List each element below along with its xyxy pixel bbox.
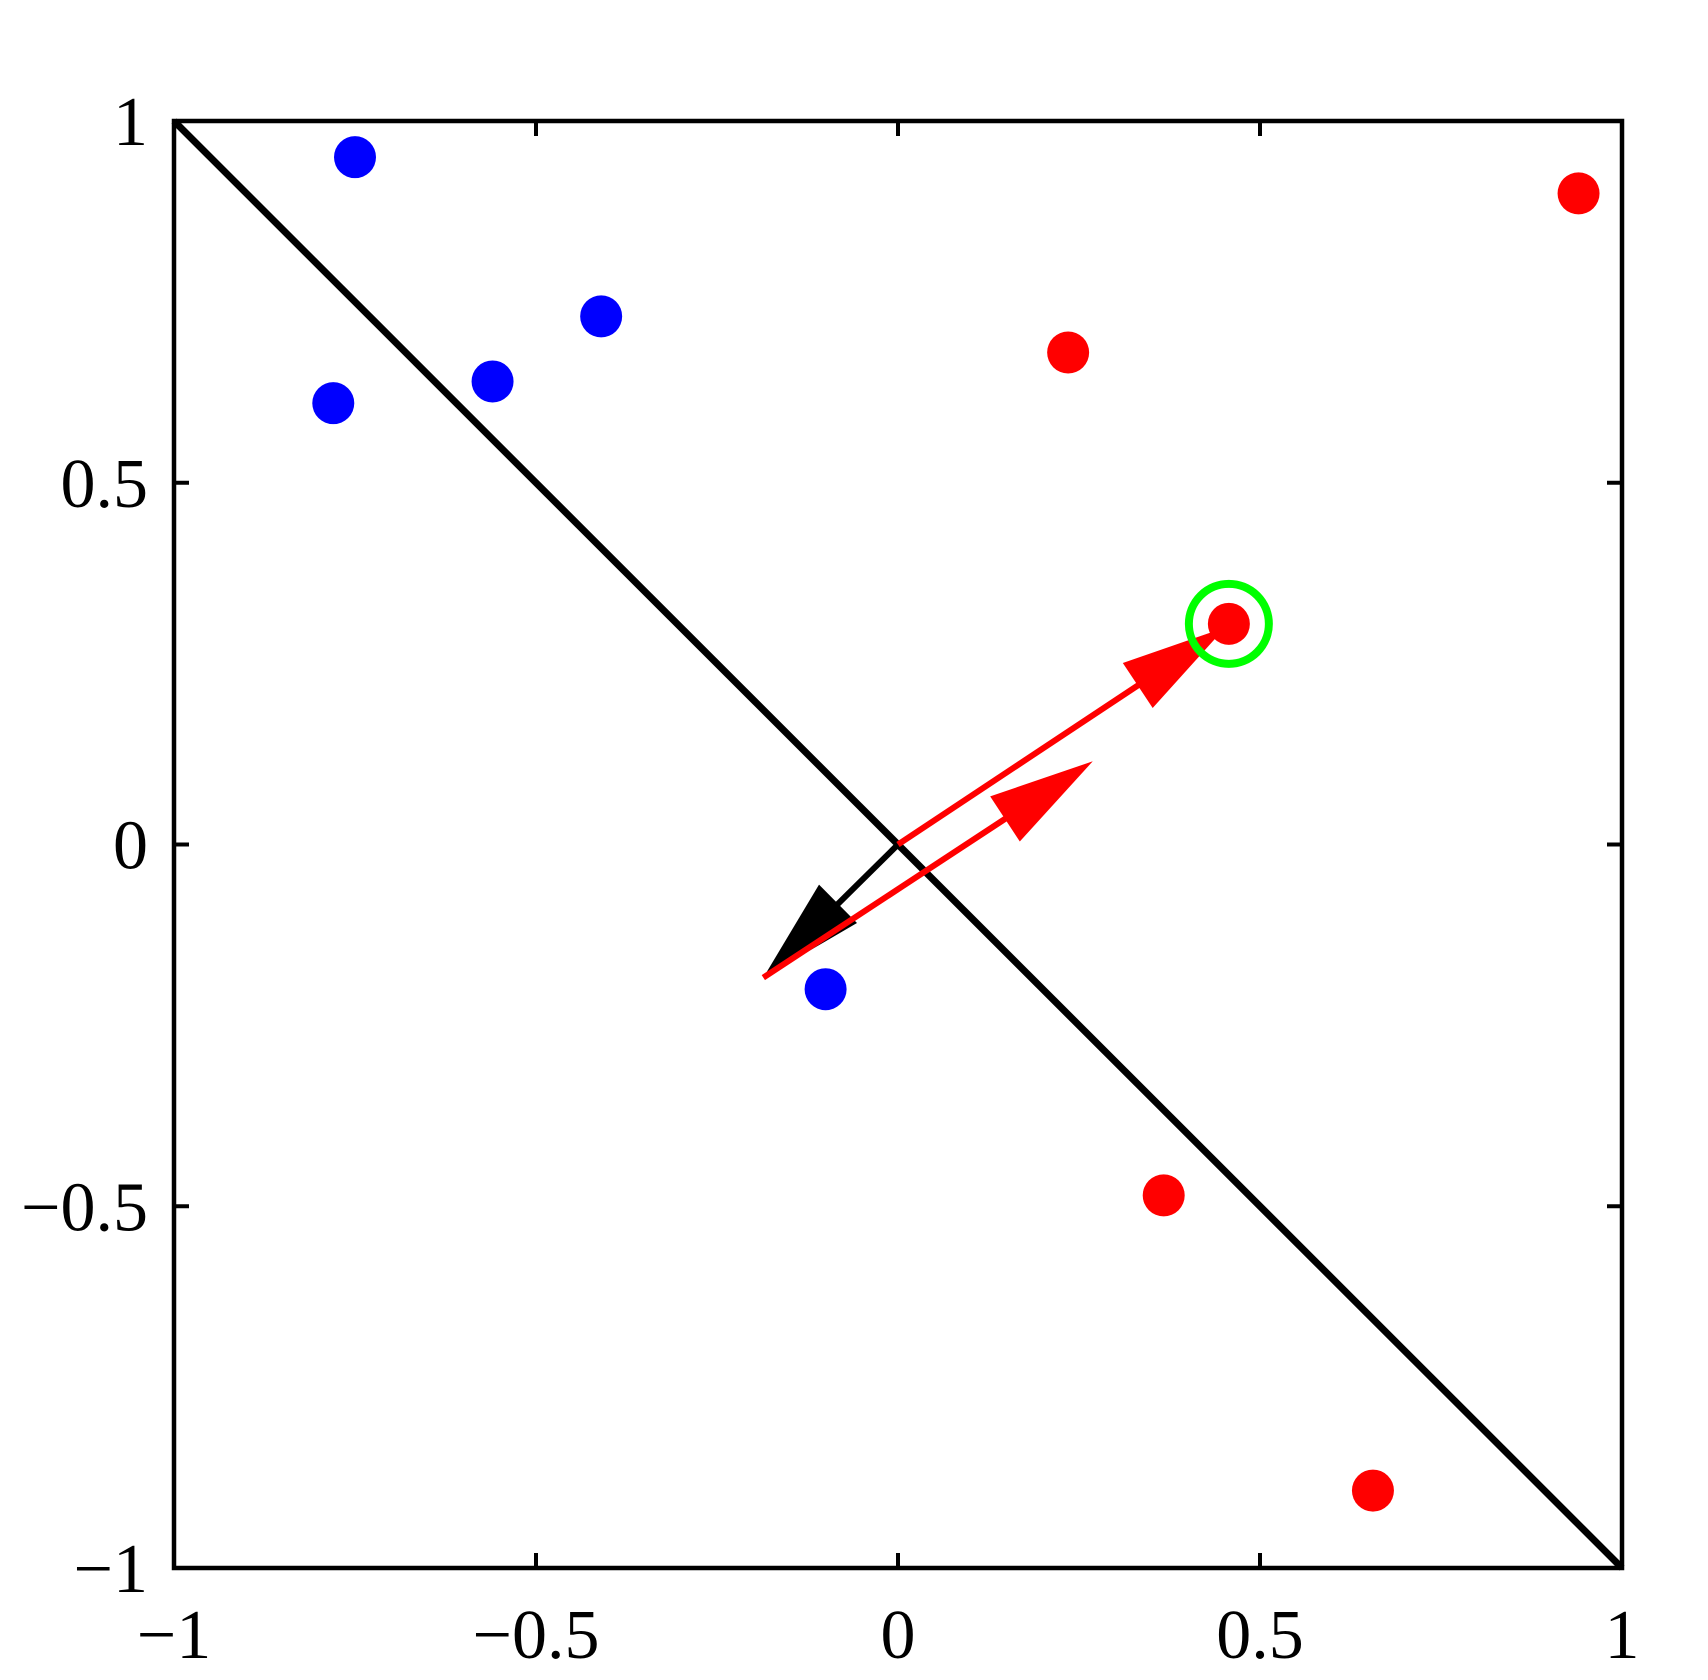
arrowhead-icon (990, 761, 1093, 842)
data-point (471, 360, 514, 403)
y-tick-label: −1 (74, 1531, 148, 1608)
y-axis-ticks: −1 −0.5 0 0.5 1 (21, 84, 1622, 1608)
series-class-negative (312, 136, 847, 1011)
arrowhead-icon (763, 884, 857, 978)
data-point (334, 136, 376, 179)
new-weight-vector-arrow (761, 761, 1093, 981)
x-tick-label: −1 (137, 1597, 211, 1674)
series-class-positive (1047, 172, 1600, 1512)
data-point (1557, 172, 1600, 215)
y-tick-label: 1 (113, 84, 148, 161)
data-points-layer (312, 136, 1600, 1512)
x-tick-label: 0 (881, 1597, 916, 1674)
arrow-shaft (828, 842, 901, 913)
arrow-shaft (761, 810, 1015, 981)
data-point (1047, 331, 1090, 374)
data-point (1142, 1174, 1185, 1217)
x-tick-label: 0.5 (1216, 1597, 1304, 1674)
x-tick-label: 1 (1605, 1597, 1640, 1674)
y-tick-label: −0.5 (21, 1169, 148, 1246)
highlight-ring (1184, 579, 1273, 668)
highlight-ring-layer (1184, 579, 1273, 668)
x-tick-label: −0.5 (473, 1597, 600, 1674)
x-axis-ticks: −1 −0.5 0 0.5 1 (137, 121, 1640, 1674)
data-point (580, 295, 623, 338)
data-point (1351, 1469, 1394, 1512)
y-tick-label: 0 (113, 808, 148, 885)
y-tick-label: 0.5 (61, 446, 149, 523)
weight-vector-arrow (763, 842, 901, 978)
data-point (1207, 602, 1250, 645)
arrow-shaft (896, 677, 1148, 848)
data-point (804, 968, 847, 1011)
data-point (312, 382, 355, 425)
